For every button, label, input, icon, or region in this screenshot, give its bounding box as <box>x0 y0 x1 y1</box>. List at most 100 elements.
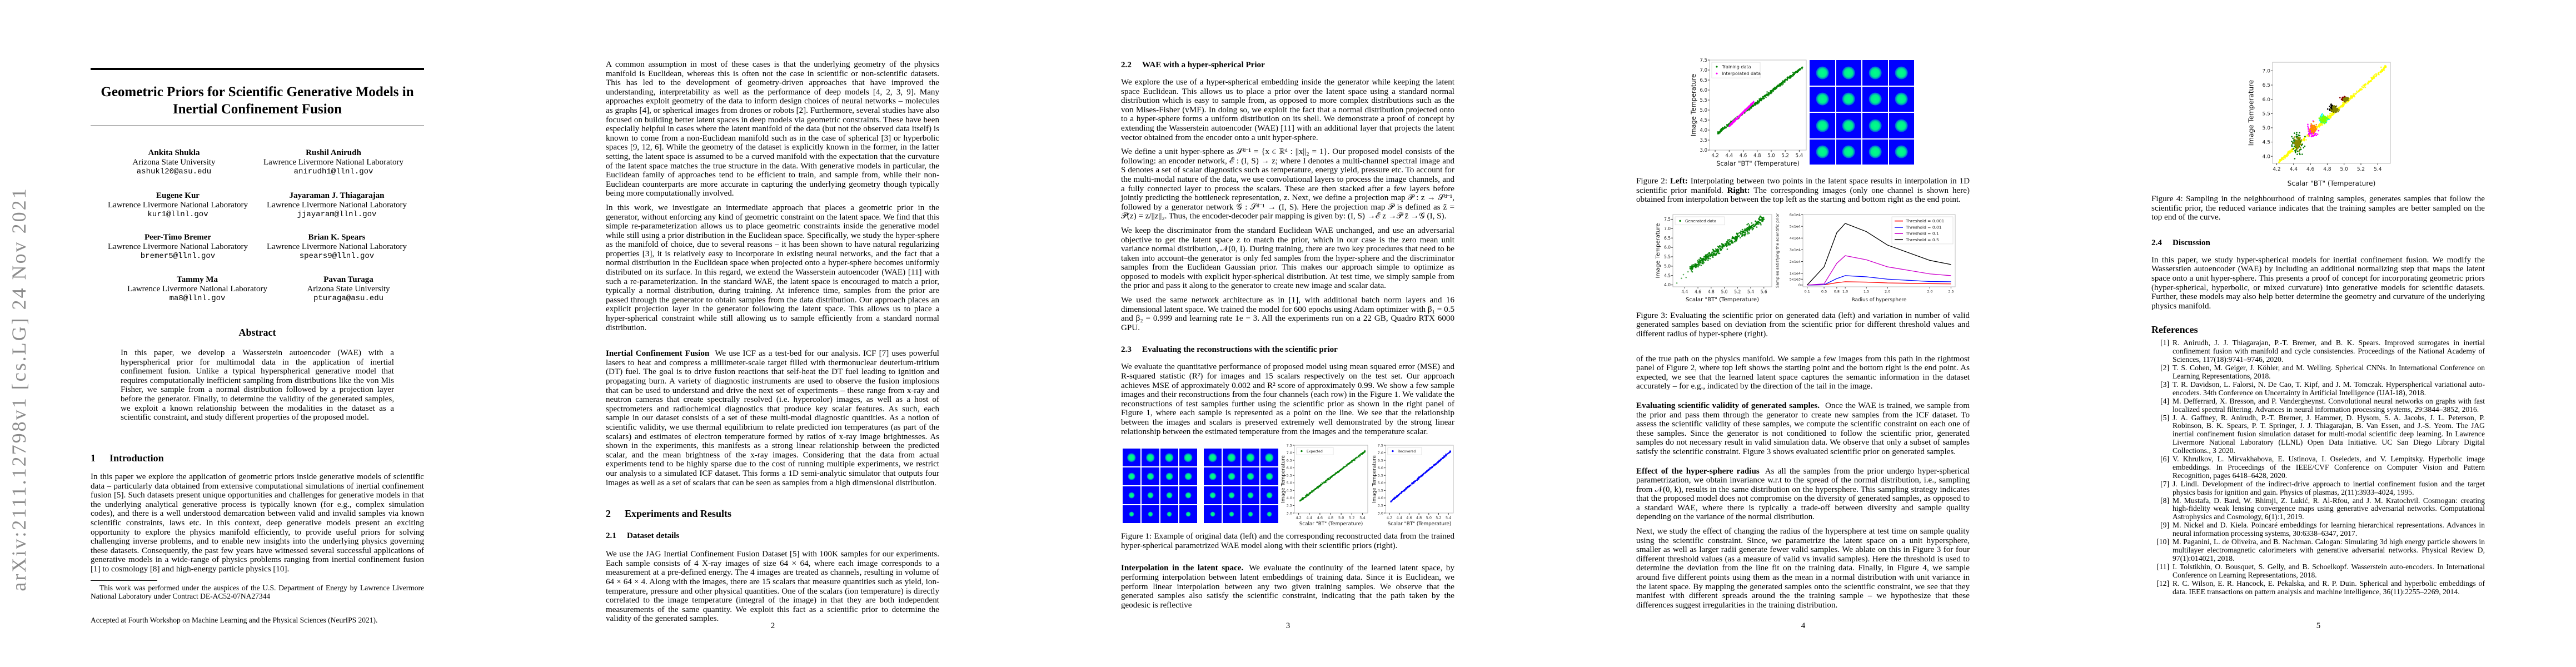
scatter-point <box>2296 136 2298 137</box>
scatter-point <box>1326 480 1327 482</box>
scatter-point <box>2349 97 2351 99</box>
scatter-point <box>2355 93 2356 95</box>
scatter-point <box>1736 117 1738 120</box>
author-affiliation: Arizona State University <box>307 285 390 293</box>
scatter-point <box>1316 487 1318 489</box>
scatter-point <box>2323 114 2324 116</box>
scatter-point <box>1676 282 1678 284</box>
scatter-point <box>1705 254 1707 256</box>
scatter-point <box>1745 231 1746 233</box>
x-tick-label: 5.6 <box>1761 289 1767 294</box>
scatter-point <box>1332 475 1333 477</box>
legend-box <box>1296 447 1334 455</box>
author-email[interactable]: pturaga@asu.edu <box>313 294 384 303</box>
scatter-point <box>1738 232 1740 233</box>
author-email[interactable]: kur1@llnl.gov <box>147 210 208 219</box>
abstract-text: In this paper, we develop a Wasserstein … <box>121 349 394 422</box>
scatter-point <box>1752 104 1755 107</box>
scatter-point <box>1755 220 1757 222</box>
scatter-point <box>1333 474 1335 476</box>
scatter-point <box>2304 145 2306 147</box>
scatter-point <box>1341 469 1343 470</box>
scatter-point <box>1354 457 1356 459</box>
scatter-point <box>1358 456 1359 457</box>
scatter-point <box>1780 83 1782 85</box>
scatter-point <box>1778 83 1781 85</box>
scatter-point <box>2279 162 2280 163</box>
reference-text: T. S. Cohen, M. Geiger, J. Köhler, and M… <box>2173 364 2485 380</box>
scatter-point <box>1708 252 1710 255</box>
scatter-point <box>2286 152 2289 154</box>
xray-image-tile <box>1160 467 1178 486</box>
scatter-point <box>1340 470 1342 471</box>
scatter-point <box>2288 151 2289 153</box>
scatter-point <box>1801 67 1803 69</box>
xray-image-tile <box>1810 139 1835 165</box>
title-line-1: Geometric Priors for Scientific Generati… <box>101 84 414 99</box>
scatter-point <box>1793 73 1795 75</box>
scatter-point <box>2294 152 2296 153</box>
scatter-point <box>1394 497 1396 499</box>
scatter-point <box>2291 144 2293 146</box>
y-tick-label: 4x1e4 <box>1790 236 1801 240</box>
reference-item: [3] T. R. Davidson, L. Falorsi, N. De Cao… <box>2151 380 2485 397</box>
scatter-point <box>2318 117 2320 119</box>
scatter-point <box>1747 227 1750 229</box>
scatter-point <box>2331 114 2334 116</box>
author-email[interactable]: jjayaram@llnl.gov <box>297 210 377 219</box>
scatter-point <box>1390 501 1392 503</box>
reference-number: [11] <box>2156 562 2169 571</box>
xray-image-tile <box>1204 467 1222 486</box>
scatter-point <box>2358 89 2360 92</box>
xray-image-tile <box>1242 449 1259 467</box>
author-email[interactable]: spears9@llnl.gov <box>299 252 375 261</box>
scatter-point <box>2369 80 2371 82</box>
xray-image-tile <box>1123 486 1140 505</box>
scatter-point <box>2295 140 2297 142</box>
author-email[interactable]: ma8@llnl.gov <box>169 294 226 303</box>
scatter-point <box>1396 496 1397 498</box>
scatter-point <box>1413 481 1415 483</box>
scatter-point <box>1758 100 1760 102</box>
scatter-point <box>1681 277 1682 279</box>
plot-frame <box>1672 214 1772 287</box>
legend-swatch <box>1716 72 1718 74</box>
paragraph-heading: Effect of the hyper-sphere radius <box>1636 466 1760 476</box>
scatter-point <box>1742 234 1743 236</box>
x-tick-label: 5.2 <box>1781 153 1789 159</box>
scatter-point <box>1702 262 1704 265</box>
figure-2: 4.2 4.4 4.6 4.8 5.0 5.2 5.4 3.0 3.5 4.0 4.5 5.0 5.5 6… <box>1636 58 1970 167</box>
scatter-point <box>1707 255 1710 257</box>
xray-image-tile <box>1836 113 1861 138</box>
scatter-point <box>1334 474 1336 475</box>
scatter-point <box>1717 250 1719 252</box>
y-tick-label: 3.0 <box>1378 511 1383 515</box>
series-line <box>1807 281 1951 286</box>
y-tick-label: 5x1e3 <box>1790 277 1801 281</box>
references-heading: References <box>2151 324 2198 336</box>
scatter-point <box>1713 253 1715 255</box>
author-email[interactable]: ashukl20@asu.edu <box>136 167 212 176</box>
scatter-point <box>1428 470 1429 471</box>
scatter-point <box>1324 481 1326 482</box>
scatter-point <box>1446 454 1448 455</box>
scatter-point <box>1746 223 1748 226</box>
scatter-point <box>1728 243 1730 245</box>
paragraph-heading: Interpolation in the latent space. <box>1121 564 1244 573</box>
scatter-point <box>2385 65 2387 67</box>
reference-item: [7] J. Lindl. Development of the indirect… <box>2151 480 2485 497</box>
scatter-point <box>1354 459 1356 461</box>
author-email[interactable]: bremer5@llnl.gov <box>140 252 216 261</box>
scatter-point <box>2307 125 2309 127</box>
section-number: 1 <box>91 452 96 464</box>
scatter-point <box>1738 235 1740 237</box>
scatter-point <box>2353 94 2355 97</box>
author-email[interactable]: anirudh1@llnl.gov <box>293 167 373 176</box>
scatter-point <box>2345 98 2346 100</box>
scatter-point <box>1751 225 1753 226</box>
scatter-point <box>2326 108 2329 110</box>
scatter-point <box>2301 145 2303 147</box>
scatter-point <box>2315 128 2318 130</box>
scatter-point <box>1695 266 1697 268</box>
scatter-point <box>2289 151 2291 153</box>
